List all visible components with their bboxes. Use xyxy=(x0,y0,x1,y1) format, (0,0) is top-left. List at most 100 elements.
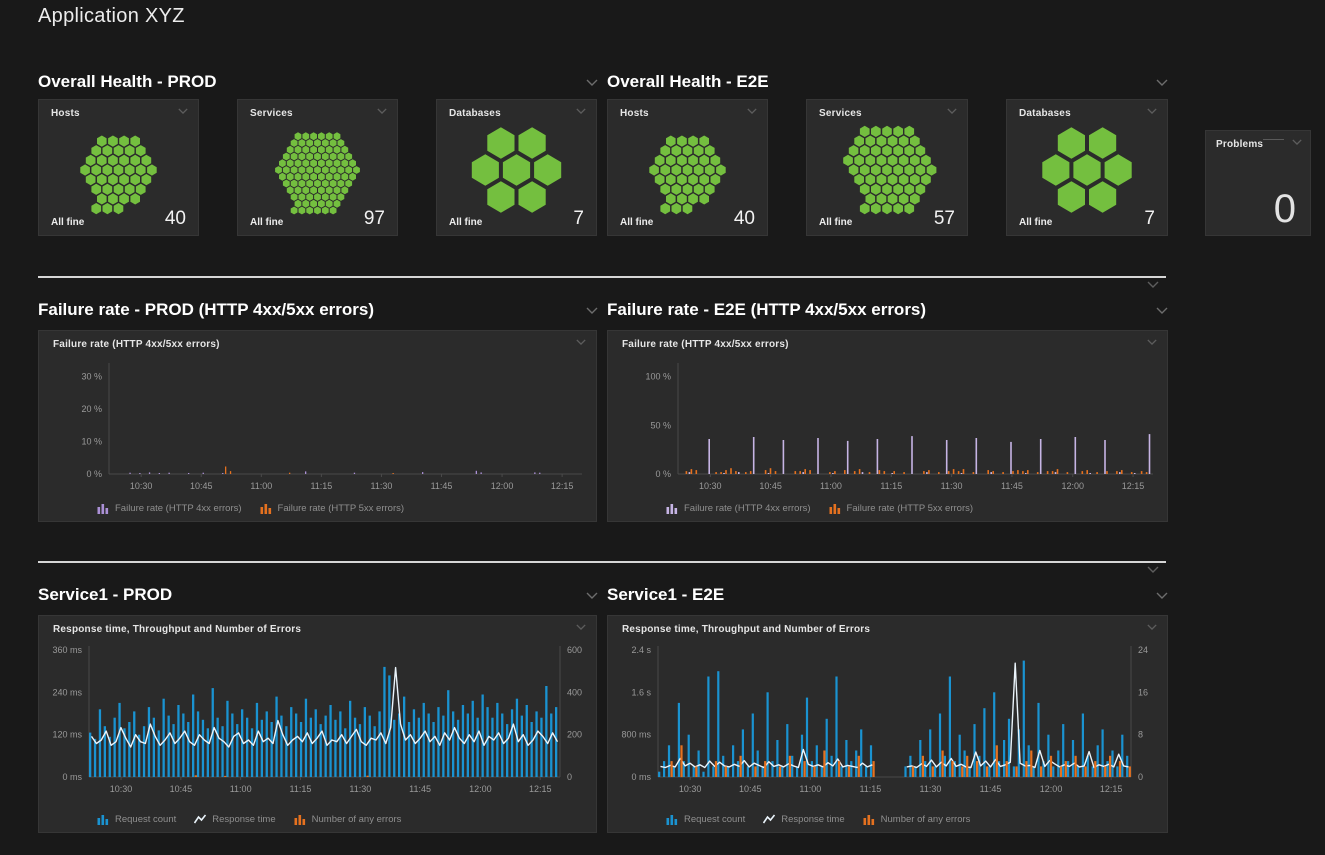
chart-title: Failure rate (HTTP 4xx/5xx errors) xyxy=(53,339,220,350)
health-tile-prod-hosts[interactable]: Hosts All fine 40 xyxy=(38,99,199,236)
status-label: All fine xyxy=(819,217,853,228)
status-label: All fine xyxy=(449,217,483,228)
service-e2e-chart: 2.4 s 1.6 s 800 ms 0 ms 24 16 8 0 10:30 10:45 11:0… xyxy=(621,645,1148,794)
svg-text:1.6 s: 1.6 s xyxy=(631,687,651,697)
legend-item-5xx[interactable]: Failure rate (HTTP 5xx errors) xyxy=(260,503,404,514)
section-header-service-prod: Service1 - PROD xyxy=(38,584,598,606)
svg-text:120 ms: 120 ms xyxy=(52,730,82,740)
svg-text:11:30: 11:30 xyxy=(371,481,393,491)
legend-item-response-time[interactable]: Response time xyxy=(763,814,845,825)
legend-item-errors[interactable]: Number of any errors xyxy=(294,814,402,825)
chevron-down-icon[interactable] xyxy=(576,339,586,345)
chevron-down-icon[interactable] xyxy=(947,108,957,114)
legend-item-response-time[interactable]: Response time xyxy=(194,814,276,825)
legend-item-5xx[interactable]: Failure rate (HTTP 5xx errors) xyxy=(829,503,974,514)
svg-text:8: 8 xyxy=(1138,730,1143,740)
chevron-down-icon[interactable] xyxy=(576,624,586,630)
bar-chart-icon xyxy=(294,815,305,825)
chevron-down-icon[interactable] xyxy=(586,592,598,599)
legend-label: Response time xyxy=(781,814,845,825)
section-header-overall-e2e: Overall Health - E2E xyxy=(607,71,1168,93)
chevron-down-icon[interactable] xyxy=(1292,139,1302,145)
service-e2e-tile[interactable]: Response time, Throughput and Number of … xyxy=(607,615,1168,833)
chevron-down-icon[interactable] xyxy=(1156,307,1168,314)
entity-count: 97 xyxy=(363,208,385,229)
chevron-down-icon[interactable] xyxy=(1156,79,1168,86)
legend-item-request-count[interactable]: Request count xyxy=(97,814,176,825)
bar-chart-icon xyxy=(260,504,271,514)
svg-text:0: 0 xyxy=(567,772,572,782)
honeycomb-chart xyxy=(471,127,562,213)
svg-text:0 ms: 0 ms xyxy=(631,772,651,782)
svg-text:12:00: 12:00 xyxy=(1061,481,1084,491)
svg-text:11:15: 11:15 xyxy=(310,481,332,491)
divider xyxy=(1263,139,1284,140)
chevron-down-icon[interactable] xyxy=(1147,108,1157,114)
tile-title: Problems xyxy=(1216,139,1264,150)
chevron-down-icon[interactable] xyxy=(1147,566,1159,573)
failure-rate-prod-tile[interactable]: Failure rate (HTTP 4xx/5xx errors) 30 % 2… xyxy=(38,330,597,522)
svg-text:12:15: 12:15 xyxy=(529,784,552,794)
honeycomb-chart xyxy=(1042,127,1132,213)
problems-tile[interactable]: Problems 0 xyxy=(1205,130,1311,236)
health-tile-prod-databases[interactable]: Databases All fine 7 xyxy=(436,99,597,236)
honeycomb-chart xyxy=(843,125,937,215)
chevron-down-icon[interactable] xyxy=(377,108,387,114)
legend-label: Response time xyxy=(212,814,276,825)
section-title-service-prod: Service1 - PROD xyxy=(38,585,173,604)
section-title-failure-e2e: Failure rate - E2E (HTTP 4xx/5xx errors) xyxy=(607,300,927,319)
chevron-down-icon[interactable] xyxy=(1147,281,1159,288)
chevron-down-icon[interactable] xyxy=(1156,592,1168,599)
svg-text:12:15: 12:15 xyxy=(1100,784,1123,794)
legend-item-request-count[interactable]: Request count xyxy=(666,814,745,825)
svg-text:24: 24 xyxy=(1138,645,1148,655)
section-title-overall-prod: Overall Health - PROD xyxy=(38,72,217,91)
chevron-down-icon[interactable] xyxy=(576,108,586,114)
legend-label: Request count xyxy=(684,814,746,825)
health-tile-e2e-services[interactable]: Services All fine 57 xyxy=(806,99,968,236)
legend-label: Failure rate (HTTP 5xx errors) xyxy=(846,503,974,514)
svg-text:11:30: 11:30 xyxy=(920,784,942,794)
svg-text:0: 0 xyxy=(1138,772,1143,782)
honeycomb-chart xyxy=(80,135,157,215)
bar-chart-icon xyxy=(97,504,109,514)
svg-text:11:15: 11:15 xyxy=(859,784,881,794)
status-label: All fine xyxy=(250,217,284,228)
svg-text:360 ms: 360 ms xyxy=(52,645,82,655)
service-prod-tile[interactable]: Response time, Throughput and Number of … xyxy=(38,615,597,833)
svg-text:2.4 s: 2.4 s xyxy=(631,645,651,655)
bar-chart-icon xyxy=(863,815,874,825)
bar-chart-icon xyxy=(666,815,678,825)
legend-item-4xx[interactable]: Failure rate (HTTP 4xx errors) xyxy=(97,503,242,514)
status-label: All fine xyxy=(1019,217,1053,228)
legend-item-4xx[interactable]: Failure rate (HTTP 4xx errors) xyxy=(666,503,811,514)
chevron-down-icon[interactable] xyxy=(586,307,598,314)
line-chart-icon xyxy=(763,814,776,824)
health-tile-e2e-hosts[interactable]: Hosts All fine 40 xyxy=(607,99,768,236)
chevron-down-icon[interactable] xyxy=(586,79,598,86)
tile-title: Services xyxy=(819,108,862,119)
chevron-down-icon[interactable] xyxy=(178,108,188,114)
section-title-service-e2e: Service1 - E2E xyxy=(607,585,725,604)
chevron-down-icon[interactable] xyxy=(1147,624,1157,630)
tile-title: Hosts xyxy=(51,108,80,119)
legend-label: Number of any errors xyxy=(311,814,402,825)
svg-text:100 %: 100 % xyxy=(645,372,671,382)
failure-rate-e2e-tile[interactable]: Failure rate (HTTP 4xx/5xx errors) 100 %… xyxy=(607,330,1168,522)
tile-title: Services xyxy=(250,108,293,119)
svg-text:30 %: 30 % xyxy=(81,372,102,382)
section-header-overall-prod: Overall Health - PROD xyxy=(38,71,598,93)
entity-count: 40 xyxy=(164,208,186,229)
svg-text:12:00: 12:00 xyxy=(469,784,492,794)
health-tile-prod-services[interactable]: Services All fine 97 xyxy=(237,99,398,236)
legend-item-errors[interactable]: Number of any errors xyxy=(863,814,970,825)
svg-text:10:30: 10:30 xyxy=(130,481,153,491)
bar-chart-icon xyxy=(829,504,840,514)
svg-text:400: 400 xyxy=(567,687,582,697)
line-chart-icon xyxy=(194,814,207,824)
health-tile-e2e-databases[interactable]: Databases All fine 7 xyxy=(1006,99,1168,236)
entity-count: 7 xyxy=(573,208,584,229)
svg-text:800 ms: 800 ms xyxy=(621,730,651,740)
chevron-down-icon[interactable] xyxy=(747,108,757,114)
chevron-down-icon[interactable] xyxy=(1147,339,1157,345)
